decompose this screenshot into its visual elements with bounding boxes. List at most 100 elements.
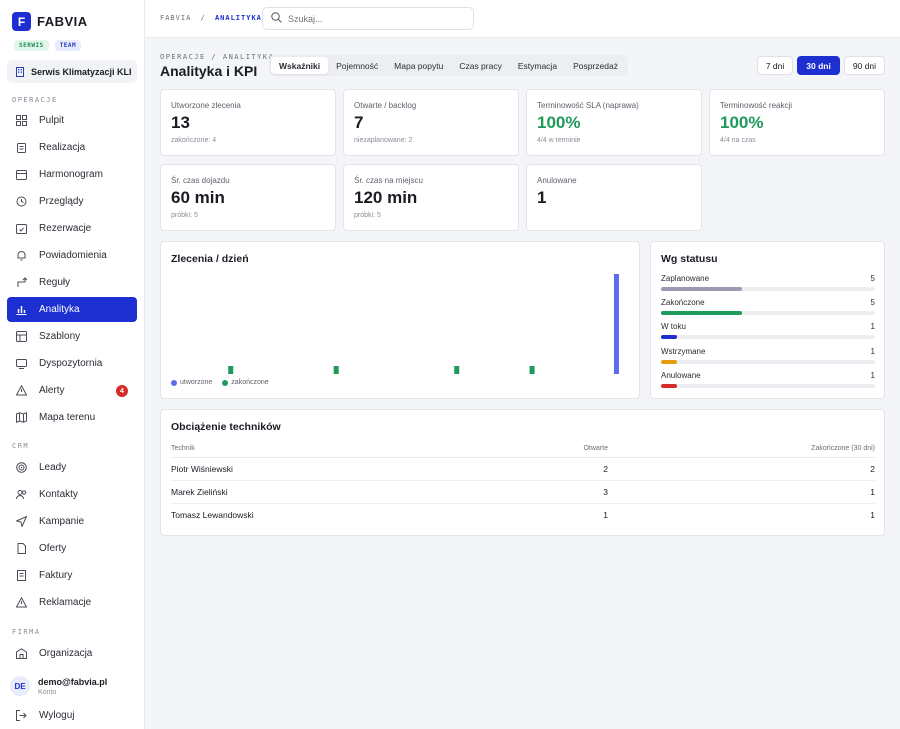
kpi-value: 1 — [537, 188, 547, 207]
legend-label-completed: zakończone — [231, 379, 269, 386]
sidebar-item-label: Przeglądy — [39, 196, 84, 207]
status-label: W toku — [661, 322, 686, 331]
tab-czas-pracy[interactable]: Czas pracy — [459, 60, 502, 71]
sidebar-item-oferty[interactable]: Oferty — [7, 536, 137, 561]
sidebar-item-label: Reklamacje — [39, 597, 92, 608]
technician-load-card: Obciążenie techników Technik Otwarte Zak… — [160, 409, 885, 536]
tab-wskazniki[interactable]: Wskaźniki — [271, 57, 329, 74]
sidebar-item-analityka[interactable]: Analityka — [7, 297, 137, 322]
range-30-days-button[interactable]: 30 dni — [797, 56, 840, 75]
technician-load-title: Obciążenie techników — [171, 421, 281, 433]
sidebar-item-reklamacje[interactable]: Reklamacje — [7, 590, 137, 615]
section-operations: OPERACJE — [12, 96, 58, 104]
table-row[interactable]: Tomasz Lewandowski 1 1 — [171, 503, 875, 526]
search-box[interactable] — [262, 7, 474, 30]
history-icon — [15, 196, 27, 208]
chart-title: Zlecenia / dzień — [171, 253, 249, 265]
completed-count: 1 — [608, 480, 875, 504]
sidebar-item-powiadomienia[interactable]: Powiadomienia — [7, 243, 137, 268]
sidebar-item-label: Leady — [39, 462, 67, 473]
logout-button[interactable]: Wyloguj — [7, 703, 137, 728]
table-row[interactable]: Piotr Wiśniewski 2 2 — [171, 457, 875, 481]
chart-legend: utworzone zakończone — [171, 379, 269, 386]
tab-mapa-popytu[interactable]: Mapa popytu — [394, 60, 444, 71]
range-90-days-button[interactable]: 90 dni — [843, 56, 885, 75]
status-row-cancelled: Anulowane 1 — [661, 371, 875, 388]
sidebar-item-label: Rezerwacje — [39, 223, 92, 234]
clipboard-icon — [15, 142, 27, 154]
status-bar-fill — [661, 360, 678, 364]
brand-name: FABVIA — [37, 14, 88, 29]
status-count: 1 — [870, 322, 875, 331]
logout-icon — [15, 710, 27, 722]
sidebar-item-przeglady[interactable]: Przeglądy — [7, 189, 137, 214]
page-eyebrow: OPERACJE / ANALITYKA — [160, 53, 275, 61]
bar-utworzone-30 — [613, 274, 619, 374]
range-7-days-button[interactable]: 7 dni — [756, 56, 794, 75]
sidebar-item-pulpit[interactable]: Pulpit — [7, 108, 137, 133]
breadcrumb-root[interactable]: FABVIA — [160, 14, 192, 22]
sidebar-item-reguly[interactable]: Reguły — [7, 270, 137, 295]
warning-icon — [15, 597, 27, 609]
kpi-card-travel-time: Śr. czas dojazdu 60 min próbki: 5 — [160, 164, 336, 231]
table-header-row: Technik Otwarte Zakończone (30 dni) — [171, 440, 875, 458]
search-icon — [271, 11, 282, 26]
invoice-icon — [15, 570, 27, 582]
building-icon — [15, 648, 27, 660]
sidebar-item-alerty[interactable]: Alerty 4 — [7, 378, 137, 403]
tab-pojemnosc[interactable]: Pojemność — [336, 60, 379, 71]
sidebar-item-harmonogram[interactable]: Harmonogram — [7, 162, 137, 187]
brand[interactable]: F FABVIA — [12, 12, 88, 31]
sidebar-item-kontakty[interactable]: Kontakty — [7, 482, 137, 507]
status-bar-fill — [661, 311, 743, 315]
sidebar-item-kampanie[interactable]: Kampanie — [7, 509, 137, 534]
sidebar-item-szablony[interactable]: Szablony — [7, 324, 137, 349]
tab-posprzedaz[interactable]: Posprzedaż — [573, 60, 618, 71]
tab-estymacja[interactable]: Estymacja — [517, 60, 558, 71]
route-icon — [15, 277, 27, 289]
kpi-value: 60 min — [171, 188, 225, 207]
search-input[interactable] — [288, 13, 458, 24]
target-icon — [15, 462, 27, 474]
sidebar-item-realizacja[interactable]: Realizacja — [7, 135, 137, 160]
table-row[interactable]: Marek Zieliński 3 1 — [171, 480, 875, 504]
breadcrumb-current: ANALITYKA — [214, 14, 262, 22]
sidebar: F FABVIA SERWIS TEAM Serwis Klimatyzacji… — [0, 0, 145, 729]
open-count: 2 — [488, 457, 608, 481]
sidebar-item-leady[interactable]: Leady — [7, 455, 137, 480]
sidebar-item-faktury[interactable]: Faktury — [7, 563, 137, 588]
sidebar-item-label: Analityka — [39, 304, 80, 315]
topbar: FABVIA / ANALITYKA — [145, 0, 900, 38]
user-account[interactable]: DE demo@fabvia.pl Konto — [10, 676, 107, 696]
column-open[interactable]: Otwarte — [488, 440, 608, 458]
status-bar-track — [661, 360, 875, 364]
status-row-in-progress: W toku 1 — [661, 322, 875, 339]
kpi-card-open: Otwarte / backlog 7 niezaplanowane: 2 — [343, 89, 519, 156]
org-selector[interactable]: Serwis Klimatyzacji KLIMA — [7, 60, 137, 83]
analytics-tabs: Wskaźniki Pojemność Mapa popytu Czas pra… — [269, 55, 628, 76]
breadcrumb-separator: / — [200, 14, 206, 22]
grid-icon — [15, 115, 27, 127]
technician-name: Tomasz Lewandowski — [171, 509, 254, 520]
kpi-label: Terminowość SLA (naprawa) — [537, 101, 639, 110]
alert-count-badge: 4 — [116, 385, 128, 397]
kpi-label: Otwarte / backlog — [354, 101, 417, 110]
column-completed[interactable]: Zakończone (30 dni) — [608, 440, 875, 458]
sidebar-item-label: Szablony — [39, 331, 81, 342]
legend-label-created: utworzone — [180, 379, 213, 386]
sidebar-item-rezerwacje[interactable]: Rezerwacje — [7, 216, 137, 241]
template-icon — [15, 331, 27, 343]
sidebar-item-mapa-terenu[interactable]: Mapa terenu — [7, 405, 137, 430]
kpi-card-cancelled: Anulowane 1 — [526, 164, 702, 231]
org-name: Serwis Klimatyzacji KLIMA — [31, 66, 131, 77]
column-technician[interactable]: Technik — [171, 440, 488, 458]
sidebar-item-dyspozytornia[interactable]: Dyspozytornia — [7, 351, 137, 376]
status-card: Wg statusu Zaplanowane 5 Zakończone 5 W to… — [650, 241, 885, 399]
kpi-value: 100% — [720, 113, 764, 132]
sidebar-item-organizacja[interactable]: Organizacja — [7, 641, 137, 666]
open-count: 3 — [488, 480, 608, 504]
kpi-sub: 4/4 na czas — [720, 137, 756, 144]
tag-team: TEAM — [54, 40, 82, 51]
range-selector: 7 dni 30 dni 90 dni — [756, 56, 885, 75]
status-count: 1 — [870, 347, 875, 356]
